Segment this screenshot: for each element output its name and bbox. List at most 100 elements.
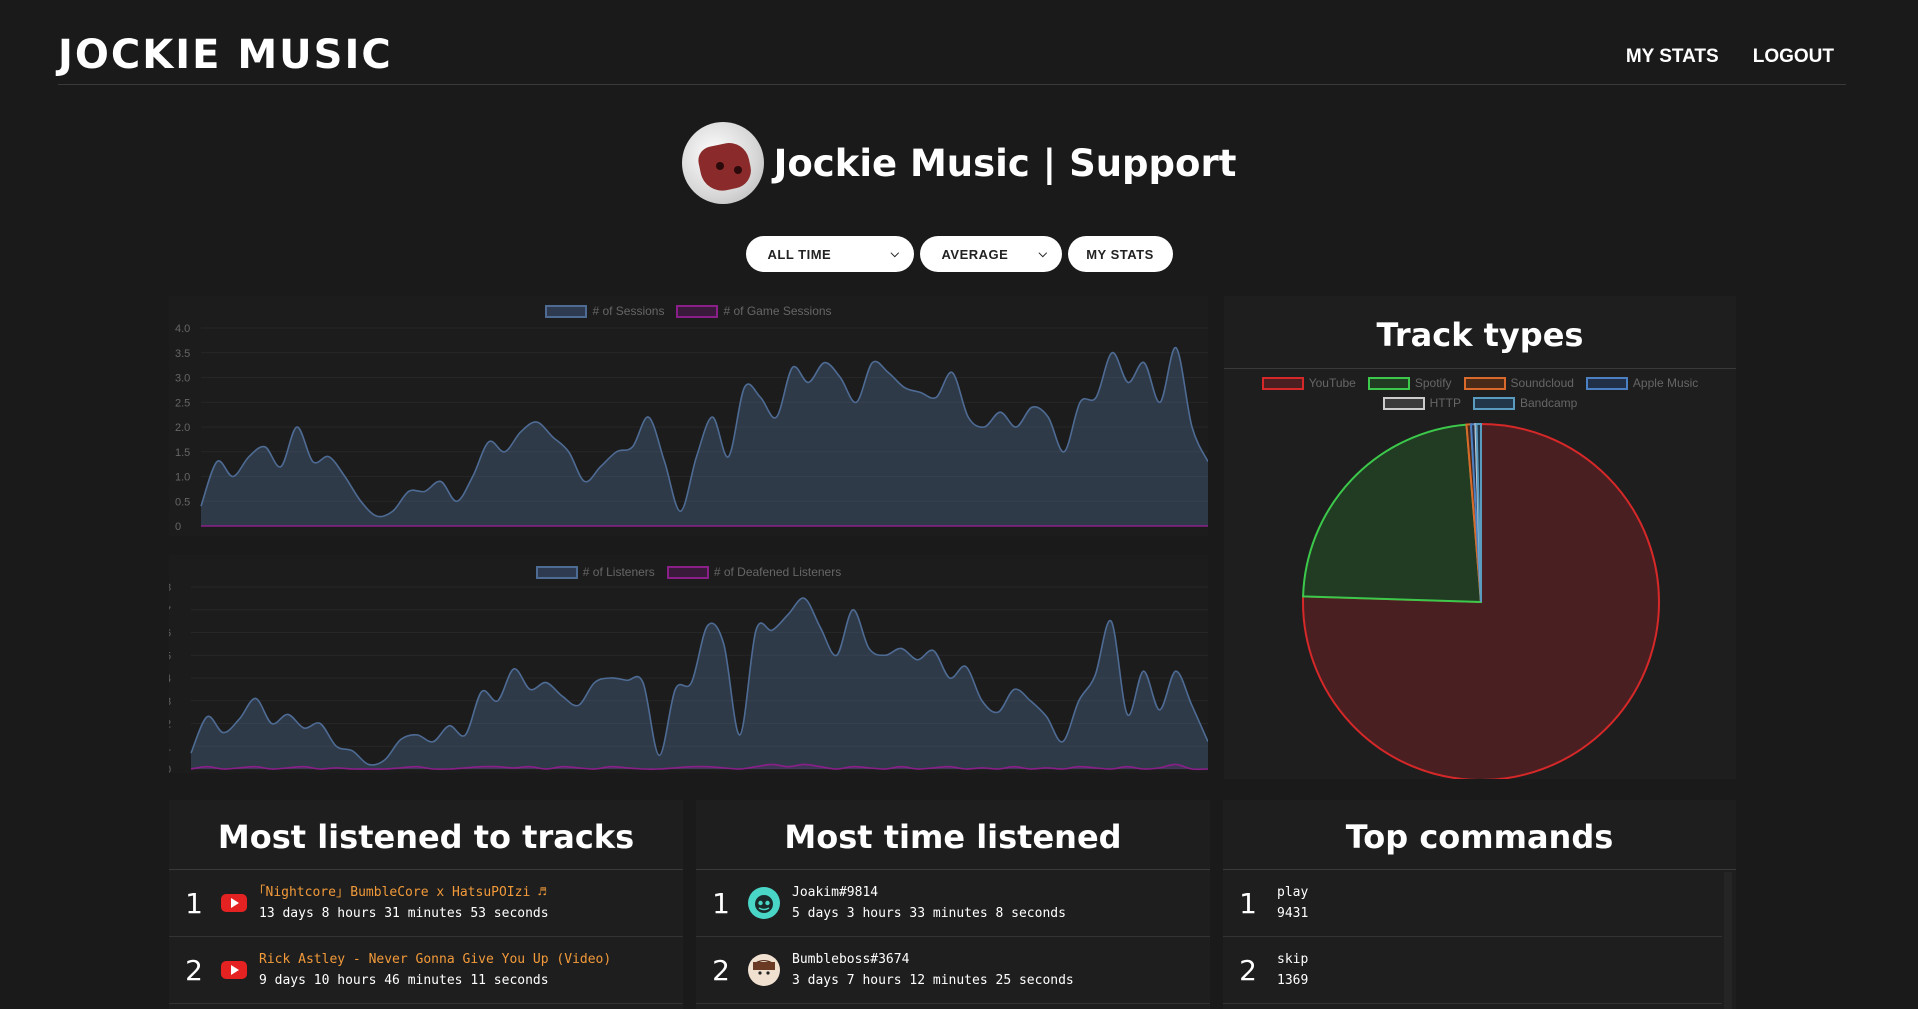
series-line: [200, 346, 1208, 518]
command-count: 9431: [1277, 906, 1309, 921]
legend-item-spotify[interactable]: Spotify: [1367, 376, 1452, 390]
y-tick-label: 0: [169, 764, 171, 773]
sessions-area-chart[interactable]: 4.0 3.5 3.0 2.5 2.0 1.5 1.0 0.5 0: [169, 296, 1208, 536]
list-item[interactable]: 2 Bumbleboss#3674 3 days 7 hours 12 minu…: [696, 937, 1210, 1004]
listen-duration: 5 days 3 hours 33 minutes 8 seconds: [792, 906, 1066, 921]
navbar: JOCKIE MUSIC MY STATS LOGOUT: [58, 0, 1846, 85]
series-area: [191, 598, 1208, 769]
command-name: play: [1277, 885, 1309, 900]
list-item[interactable]: 1 play 9431: [1223, 870, 1722, 937]
legend-label: YouTube: [1308, 376, 1356, 390]
youtube-icon: [221, 961, 247, 979]
rank-number: 1: [712, 886, 730, 920]
scrollbar[interactable]: [1724, 872, 1732, 1009]
legend-swatch: [1463, 376, 1506, 390]
legend-label: Apple Music: [1632, 376, 1699, 390]
pie-slice-bandcamp: [1475, 422, 1482, 603]
y-tick-label: 3.0: [175, 373, 190, 385]
nav-my-stats-link[interactable]: MY STATS: [1625, 46, 1719, 67]
rank-number: 1: [185, 886, 203, 920]
rank-number: 2: [185, 953, 203, 987]
pie-slice-spotify: [1302, 423, 1483, 604]
track-name[interactable]: Rick Astley - Never Gonna Give You Up (V…: [259, 952, 612, 967]
legend-label: Bandcamp: [1519, 396, 1578, 410]
list-item[interactable]: 1 Joakim#9814 5 days 3 hours 33 minutes …: [696, 870, 1210, 937]
list-item[interactable]: 1 ｢Nightcore｣ BumbleCore x HatsuPOIzi ♬ …: [169, 870, 683, 937]
y-tick-label: 0.5: [175, 496, 190, 508]
track-duration: 9 days 10 hours 46 minutes 11 seconds: [259, 973, 549, 988]
youtube-icon: [221, 894, 247, 912]
my-stats-button[interactable]: MY STATS: [1067, 236, 1173, 272]
command-count: 1369: [1277, 973, 1309, 988]
y-tick-label: 6: [169, 628, 171, 640]
legend-swatch: [1382, 396, 1425, 410]
most-time-listened-panel: Most time listened 1 Joakim#9814 5 days …: [696, 800, 1210, 1009]
y-tick-label: 4: [169, 673, 171, 685]
filter-controls: ALL TIME ⌵ AVERAGE ⌵ MY STATS: [0, 236, 1918, 272]
legend-label: Spotify: [1414, 376, 1452, 390]
user-name[interactable]: Bumbleboss#3674: [792, 952, 910, 967]
y-tick-label: 7: [169, 605, 171, 617]
legend-item-http[interactable]: HTTP: [1382, 396, 1461, 410]
track-types-legend: YouTube Spotify Soundcloud Apple Music HTTP B…: [1244, 376, 1716, 410]
y-tick-label: 3.5: [175, 348, 190, 360]
y-tick-label: 3: [169, 696, 171, 708]
top-commands-title: Top commands: [1345, 818, 1614, 856]
user-name[interactable]: Joakim#9814: [792, 885, 879, 900]
most-listened-tracks-panel: Most listened to tracks 1 ｢Nightcore｣ Bu…: [169, 800, 683, 1009]
y-tick-label: 2: [169, 719, 171, 731]
series-line: [190, 763, 1208, 771]
y-tick-label: 2.5: [175, 397, 190, 409]
time-range-select[interactable]: ALL TIME ⌵: [745, 236, 914, 272]
legend-item-sessions[interactable]: # of Sessions: [545, 304, 664, 318]
command-name: skip: [1277, 952, 1309, 967]
list-item[interactable]: 2 Rick Astley - Never Gonna Give You Up …: [169, 937, 683, 1004]
legend-item-listeners[interactable]: # of Listeners: [535, 565, 655, 579]
aggregation-value: AVERAGE: [941, 246, 1009, 262]
legend-swatch: [1472, 396, 1515, 410]
avatar: [748, 954, 780, 986]
y-tick-label: 1.5: [175, 447, 190, 459]
legend-item-bandcamp[interactable]: Bandcamp: [1472, 396, 1578, 410]
y-tick-label: 0: [175, 521, 181, 533]
y-tick-label: 4.0: [175, 323, 190, 335]
top-commands-panel: Top commands 1 play 9431 2 skip 1369: [1223, 800, 1736, 1009]
legend-swatch: [1261, 376, 1304, 390]
nav-logout-link[interactable]: LOGOUT: [1752, 46, 1834, 67]
sessions-legend: # of Sessions # of Game Sessions: [169, 304, 1208, 318]
rank-number: 2: [1239, 953, 1257, 987]
legend-label: Soundcloud: [1510, 376, 1574, 390]
server-avatar: [681, 122, 764, 204]
list-item[interactable]: 2 skip 1369: [1223, 937, 1722, 1004]
aggregation-select[interactable]: AVERAGE ⌵: [919, 236, 1062, 272]
series-area: [201, 347, 1208, 526]
sessions-chart-panel: # of Sessions # of Game Sessions 4.0 3.5 3…: [169, 296, 1208, 536]
time-range-value: ALL TIME: [767, 246, 832, 262]
brand-logo[interactable]: JOCKIE MUSIC: [58, 32, 393, 78]
most-listened-tracks-title: Most listened to tracks: [217, 818, 635, 856]
listeners-legend: # of Listeners # of Deafened Listeners: [169, 565, 1208, 579]
y-tick-label: 1.0: [175, 472, 190, 484]
nav-links: MY STATS LOGOUT: [1626, 46, 1834, 68]
track-duration: 13 days 8 hours 31 minutes 53 seconds: [259, 906, 549, 921]
listeners-chart-panel: # of Listeners # of Deafened Listeners 8…: [169, 555, 1208, 773]
y-tick-label: 1: [169, 741, 171, 753]
y-tick-label: 8: [169, 582, 171, 594]
chevron-down-icon: ⌵: [1038, 247, 1048, 260]
listeners-area-chart[interactable]: 8 7 6 5 4 3 2 1 0: [169, 555, 1208, 773]
series-line: [190, 597, 1208, 766]
track-name[interactable]: ｢Nightcore｣ BumbleCore x HatsuPOIzi ♬: [259, 885, 546, 900]
legend-item-youtube[interactable]: YouTube: [1261, 376, 1356, 390]
legend-item-apple-music[interactable]: Apple Music: [1585, 376, 1699, 390]
rank-number: 2: [712, 953, 730, 987]
server-title: Jockie Music | Support: [773, 141, 1237, 185]
legend-item-deafened-listeners[interactable]: # of Deafened Listeners: [666, 565, 841, 579]
legend-item-game-sessions[interactable]: # of Game Sessions: [676, 304, 832, 318]
chevron-down-icon: ⌵: [890, 247, 900, 260]
legend-item-soundcloud[interactable]: Soundcloud: [1463, 376, 1574, 390]
legend-swatch: [1585, 376, 1628, 390]
track-types-title: Track types: [1376, 316, 1584, 354]
legend-swatch: [1367, 376, 1410, 390]
listen-duration: 3 days 7 hours 12 minutes 25 seconds: [792, 973, 1074, 988]
track-types-pie-chart[interactable]: [1224, 296, 1736, 779]
